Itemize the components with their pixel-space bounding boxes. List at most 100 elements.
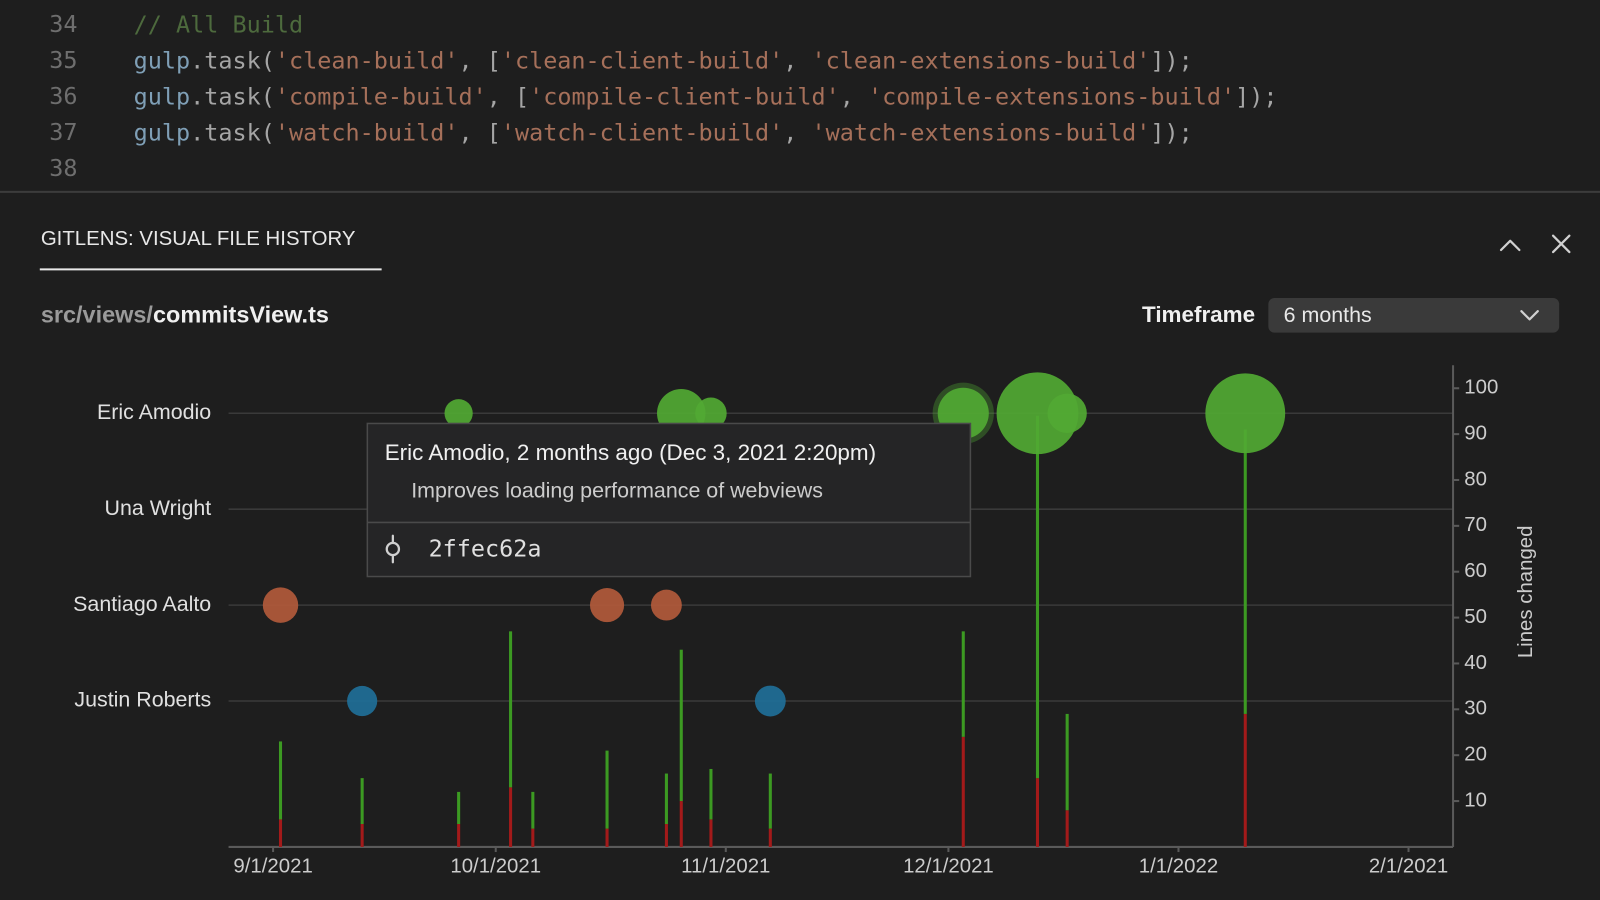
file-path-dir: src/views/	[41, 302, 154, 328]
commit-sha[interactable]: 2ffec62a	[429, 535, 542, 563]
y2-tick-label: 20	[1464, 744, 1487, 766]
deletions-bar	[509, 787, 513, 847]
deletions-bar	[1065, 810, 1069, 847]
deletions-bar	[457, 824, 461, 847]
code-token: gulp	[134, 46, 190, 74]
code-line: gulp.task('compile-build', ['compile-cli…	[134, 82, 1278, 110]
timeframe-label: Timeframe	[1142, 302, 1255, 327]
y2-tick-label: 30	[1464, 698, 1487, 720]
code-token: ,	[783, 118, 811, 146]
code-token: 'compile-build'	[275, 82, 487, 110]
deletions-bar	[278, 819, 283, 847]
code-token: ]);	[1150, 118, 1192, 146]
code-token: .task(	[190, 82, 275, 110]
code-token: 'clean-client-build'	[501, 46, 783, 74]
code-line: gulp.task('watch-build', ['watch-client-…	[134, 118, 1193, 146]
deletions-bar	[679, 801, 683, 847]
additions-bar	[709, 768, 713, 820]
x-tick-label: 2/1/2021	[1369, 856, 1448, 878]
additions-bar	[457, 791, 461, 825]
code-line: // All Build	[134, 10, 303, 38]
code-token: gulp	[134, 118, 190, 146]
y2-tick-label: 60	[1464, 560, 1487, 582]
commit-bubble[interactable]	[1047, 393, 1087, 433]
x-tick-label: 9/1/2021	[233, 856, 312, 878]
y2-tick-label: 50	[1464, 606, 1487, 628]
additions-bar	[360, 778, 364, 825]
file-path: src/views/commitsView.ts	[41, 302, 329, 328]
code-token: , [	[458, 118, 500, 146]
code-token: .task(	[190, 46, 275, 74]
commit-bubble[interactable]	[695, 397, 727, 430]
code-token: // All Build	[134, 10, 303, 38]
y2-tick-label: 100	[1464, 377, 1498, 399]
maximize-panel-button[interactable]	[1499, 239, 1521, 252]
tooltip-box	[366, 422, 972, 578]
commit-bubble[interactable]	[262, 587, 299, 623]
y2-tick-label: 90	[1464, 423, 1487, 445]
author-label: Justin Roberts	[74, 688, 211, 712]
panel-title[interactable]: GITLENS: VISUAL FILE HISTORY	[41, 228, 356, 250]
y2-tick-label: 70	[1464, 514, 1487, 536]
deletions-bar	[961, 736, 965, 847]
commit-bubble[interactable]	[444, 399, 473, 428]
additions-bar	[1243, 429, 1247, 714]
timeframe-dropdown[interactable]	[1268, 297, 1560, 333]
x-tick-label: 11/1/2021	[681, 856, 770, 878]
commit-bubble[interactable]	[650, 589, 682, 621]
y2-tick-label: 40	[1464, 652, 1487, 674]
line-number: 37	[49, 118, 77, 146]
tooltip-heading: Eric Amodio, 2 months ago (Dec 3, 2021 2…	[385, 440, 876, 465]
deletions-bar	[1035, 778, 1040, 847]
additions-bar	[509, 631, 513, 788]
code-token: , [	[458, 46, 500, 74]
y2-axis-label: Lines changed	[1515, 526, 1537, 659]
code-token: 'compile-extensions-build'	[868, 82, 1235, 110]
author-label: Santiago Aalto	[73, 592, 211, 616]
timeframe-value[interactable]: 6 months	[1284, 303, 1372, 327]
deletions-bar	[709, 819, 713, 847]
line-number: 38	[49, 154, 77, 182]
code-token: 'watch-build'	[275, 118, 459, 146]
code-token: , [	[487, 82, 529, 110]
code-token: ,	[840, 82, 868, 110]
code-token: gulp	[134, 82, 190, 110]
line-number: 35	[49, 46, 77, 74]
commit-bubble[interactable]	[754, 685, 786, 717]
deletions-bar	[1243, 713, 1247, 847]
additions-bar	[278, 741, 283, 820]
x-tick-label: 1/1/2022	[1139, 856, 1218, 878]
commit-icon	[385, 541, 401, 557]
deletions-bar	[605, 828, 609, 847]
commit-bubble[interactable]	[589, 588, 625, 623]
commit-bubble[interactable]	[996, 372, 1079, 455]
tooltip: Eric Amodio, 2 months ago (Dec 3, 2021 2…	[366, 422, 972, 578]
y2-tick-label: 80	[1464, 468, 1487, 490]
change-bars	[278, 415, 1247, 847]
code-token: 'watch-extensions-build'	[811, 118, 1150, 146]
code-token: 'clean-build'	[275, 46, 459, 74]
x-tick-label: 10/1/2021	[450, 856, 541, 878]
deletions-bar	[360, 824, 364, 847]
close-panel-button[interactable]	[1551, 234, 1571, 254]
additions-bar	[1035, 415, 1040, 779]
code-line: gulp.task('clean-build', ['clean-client-…	[134, 46, 1193, 74]
deletions-bar	[768, 828, 772, 847]
additions-bar	[531, 791, 535, 829]
commit-bubble[interactable]	[1205, 373, 1286, 454]
dropdown-chevron[interactable]	[1520, 310, 1539, 321]
line-number: 36	[49, 82, 77, 110]
file-path-name: commitsView.ts	[153, 302, 329, 328]
additions-bar	[664, 773, 668, 825]
additions-bar	[679, 649, 683, 802]
code-token: .task(	[190, 118, 275, 146]
code-token: 'compile-client-build'	[529, 82, 840, 110]
code-token: 'watch-client-build'	[501, 118, 783, 146]
additions-bar	[768, 773, 772, 829]
code-token: 'clean-extensions-build'	[811, 46, 1150, 74]
y2-tick-label: 10	[1464, 789, 1487, 811]
x-tick-label: 12/1/2021	[903, 856, 994, 878]
commit-bubble[interactable]	[347, 685, 378, 717]
